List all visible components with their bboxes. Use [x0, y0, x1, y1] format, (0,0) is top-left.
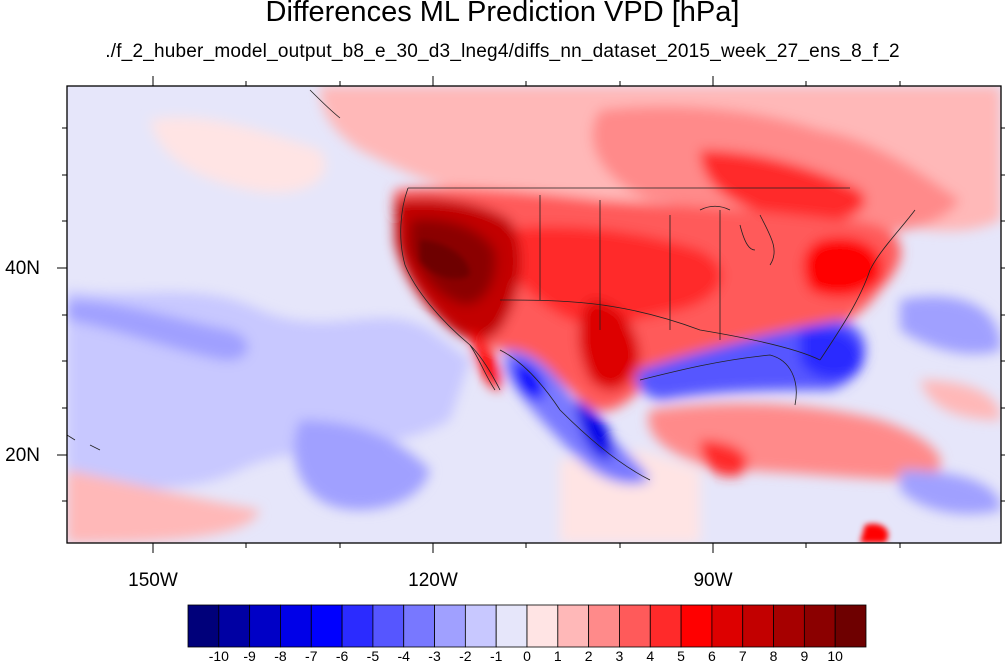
colorbar-swatch: [341, 604, 374, 648]
colorbar-label: 5: [677, 648, 685, 664]
colorbar-swatch: [280, 604, 312, 648]
colorbar-swatch: [619, 604, 651, 648]
colorbar-label: 6: [708, 648, 716, 664]
lon-label-120w: 120W: [408, 570, 458, 591]
colorbar-label: -1: [489, 648, 503, 664]
colorbar-swatch: [711, 604, 744, 648]
lon-label-150w: 150W: [128, 570, 178, 591]
colorbar-swatch: [834, 604, 867, 648]
colorbar-label: 1: [553, 648, 562, 664]
coastlines: [67, 89, 916, 481]
colorbar-swatch: [464, 604, 497, 648]
colorbar-label: 4: [646, 648, 655, 664]
colorbar-label: -8: [274, 648, 287, 664]
colorbar-swatch: [310, 604, 343, 648]
colorbar-label: -9: [243, 648, 256, 664]
colorbar-label: 9: [800, 648, 809, 664]
colorbar-swatch: [803, 604, 836, 648]
colorbar-swatch: [403, 604, 435, 648]
lat-label-40n: 40N: [5, 258, 40, 279]
map-subtitle: ./f_2_huber_model_output_b8_e_30_d3_lneg…: [105, 41, 900, 62]
colorbar-swatch: [218, 604, 251, 648]
lon-label-90w: 90W: [693, 570, 733, 591]
colorbar-label: -5: [366, 648, 380, 664]
colorbar-label: 2: [584, 648, 593, 664]
colorbar-label: -6: [335, 648, 349, 664]
axis-ticks: [57, 76, 1005, 553]
colorbar-swatch: [773, 604, 805, 648]
colorbar-label: -2: [459, 648, 472, 664]
colorbar-label: -4: [397, 648, 410, 664]
colorbar-label: 8: [769, 648, 778, 664]
colorbar-swatch: [249, 604, 281, 648]
colorbar-swatch: [680, 604, 713, 648]
colorbar-swatch: [526, 604, 559, 648]
colorbar-label: 3: [615, 648, 624, 664]
colorbar-swatch: [187, 604, 220, 648]
map-title: Differences ML Prediction VPD [hPa]: [265, 0, 740, 28]
field-layer: [67, 86, 1001, 543]
colorbar-swatch: [372, 604, 405, 648]
colorbar-swatch: [588, 604, 620, 648]
colorbar-swatch: [495, 604, 528, 648]
colorbar-label: 0: [523, 648, 531, 664]
colorbar-label: -7: [305, 648, 318, 664]
colorbar-label: 10: [827, 648, 843, 664]
colorbar-swatch: [649, 604, 682, 648]
colorbar-label: 7: [738, 648, 747, 664]
colorbar-swatch: [434, 604, 466, 648]
lat-label-20n: 20N: [5, 445, 40, 466]
colorbar-swatch: [557, 604, 590, 648]
colorbar-label: -3: [428, 648, 441, 664]
colorbar-label: -10: [208, 648, 229, 664]
colorbar-swatch: [742, 604, 774, 648]
